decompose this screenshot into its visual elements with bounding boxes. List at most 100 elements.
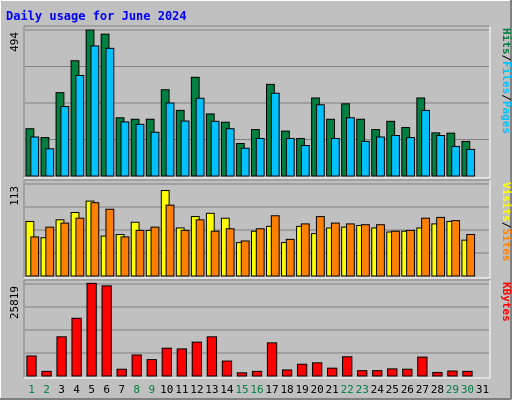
bar-sites xyxy=(105,208,115,277)
bar-files xyxy=(150,131,160,177)
x-tick-label: 18 xyxy=(280,383,293,396)
x-tick-label: 19 xyxy=(295,383,308,396)
x-tick-label: 17 xyxy=(265,383,278,396)
bar-sites xyxy=(255,228,265,277)
bar-kbytes xyxy=(447,370,458,377)
bar-kbytes xyxy=(387,368,398,377)
x-tick-label: 29 xyxy=(446,383,459,396)
bar-sites xyxy=(135,229,145,277)
x-tick-label: 1 xyxy=(28,383,35,396)
y-tick-label: 25819 xyxy=(8,286,21,319)
chart-title: Daily usage for June 2024 xyxy=(6,9,187,23)
x-tick-label: 15 xyxy=(235,383,248,396)
hits-files-panel: 494 Hits/Files/Pages xyxy=(8,25,512,179)
bar-files xyxy=(315,104,325,177)
bar-files xyxy=(361,140,370,177)
bar-sites xyxy=(195,219,205,277)
x-tick-label: 2 xyxy=(43,383,50,396)
x-tick-label: 31 xyxy=(476,383,489,396)
bar-kbytes xyxy=(131,354,142,377)
x-tick-label: 22 xyxy=(341,383,354,396)
visits-sites-panel: 113 Visits/Sites xyxy=(8,179,512,279)
bar-files xyxy=(75,75,85,177)
bar-kbytes xyxy=(372,370,383,377)
bar-sites xyxy=(421,217,430,277)
bar-kbytes xyxy=(71,317,82,377)
legend: KBytes xyxy=(500,282,512,322)
bar-files xyxy=(406,137,415,177)
x-tick-label: 14 xyxy=(220,383,234,396)
x-tick-label: 13 xyxy=(205,383,218,396)
bar-sites xyxy=(240,240,250,277)
bar-kbytes xyxy=(417,356,428,377)
bar-sites xyxy=(361,224,370,277)
bar-kbytes xyxy=(191,341,203,377)
bar-sites xyxy=(60,222,70,277)
bar-sites xyxy=(391,230,400,277)
x-tick-label: 25 xyxy=(386,383,399,396)
bar-kbytes xyxy=(281,369,293,377)
x-tick-label: 7 xyxy=(118,383,125,396)
bar-files xyxy=(345,117,355,177)
bar-kbytes xyxy=(296,363,308,377)
bar-kbytes xyxy=(432,371,443,377)
legend-separator: / xyxy=(500,55,512,62)
bar-files xyxy=(285,137,295,177)
bar-files xyxy=(195,97,205,177)
x-tick-label: 10 xyxy=(160,383,173,396)
legend-kbytes: KBytes xyxy=(500,282,512,322)
bar-kbytes xyxy=(41,370,52,377)
bar-files xyxy=(391,135,400,177)
bar-sites xyxy=(75,217,85,277)
bar-files xyxy=(466,148,476,177)
bar-files xyxy=(135,123,145,177)
legend-files: Files xyxy=(500,61,512,94)
bar-files xyxy=(451,145,461,177)
bar-sites xyxy=(30,236,40,277)
bar-files xyxy=(376,136,385,177)
legend-visits: Visits xyxy=(500,182,512,222)
bar-kbytes xyxy=(26,355,37,377)
bar-kbytes xyxy=(236,372,248,377)
bar-kbytes xyxy=(402,368,413,377)
bar-sites xyxy=(120,236,130,277)
bar-kbytes xyxy=(221,360,233,377)
legend-hits: Hits xyxy=(500,28,512,55)
bar-sites xyxy=(90,202,100,277)
bar-kbytes xyxy=(357,370,368,377)
x-tick-label: 4 xyxy=(73,383,80,396)
bar-files xyxy=(105,47,115,177)
bar-sites xyxy=(376,224,385,277)
x-tick-label: 28 xyxy=(431,383,444,396)
x-tick-label: 16 xyxy=(250,383,263,396)
bar-sites xyxy=(300,223,310,277)
legend-sites: Sites xyxy=(500,228,512,261)
hits-files-panel-bars xyxy=(25,29,476,177)
x-tick-label: 5 xyxy=(88,383,95,396)
x-tick-label: 3 xyxy=(58,383,65,396)
x-tick-label: 24 xyxy=(371,383,385,396)
bar-files xyxy=(300,145,310,177)
kbytes-panel-bars xyxy=(26,282,473,377)
bar-sites xyxy=(210,230,220,277)
bar-sites xyxy=(165,204,175,277)
bar-sites xyxy=(225,228,235,277)
x-tick-label: 27 xyxy=(416,383,429,396)
bar-kbytes xyxy=(116,368,127,377)
bar-kbytes xyxy=(161,347,172,377)
bar-sites xyxy=(345,223,355,277)
x-tick-label: 12 xyxy=(190,383,203,396)
bar-files xyxy=(240,147,250,177)
bar-sites xyxy=(150,226,160,277)
bar-sites xyxy=(330,222,340,277)
bar-files xyxy=(45,148,55,177)
bar-files xyxy=(225,128,235,177)
bar-kbytes xyxy=(101,285,112,377)
legend: Visits/Sites xyxy=(500,182,512,262)
bar-sites xyxy=(180,229,190,277)
bar-files xyxy=(330,137,340,177)
y-tick-label: 494 xyxy=(8,32,21,52)
bar-kbytes xyxy=(462,370,473,377)
bar-files xyxy=(165,102,175,177)
bar-kbytes xyxy=(56,336,67,377)
